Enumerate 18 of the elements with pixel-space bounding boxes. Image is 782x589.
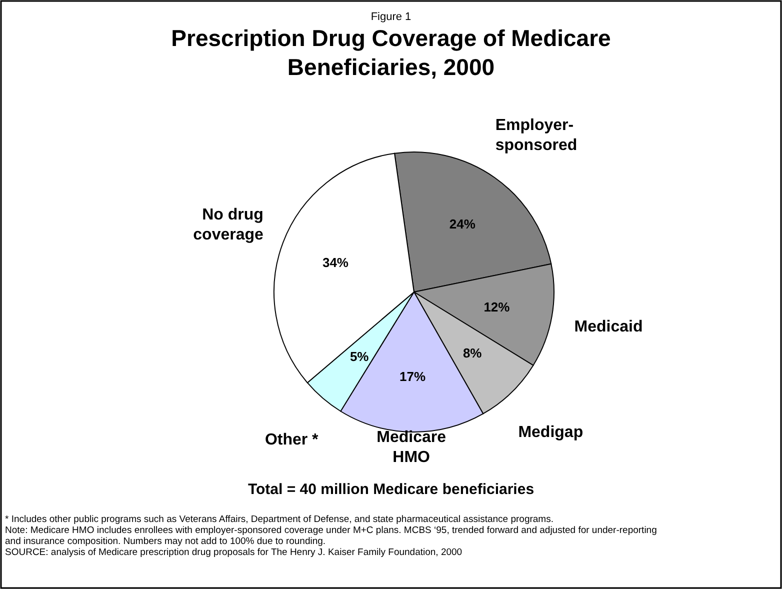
text: * Includes other public programs such as Veterans Affairs, Department of Defense, and state pharmaceutical assistance programs. xyxy=(5,514,554,525)
slice-label: Medicare HMO xyxy=(376,428,446,466)
text: Total = 40 million Medicare beneficiaries xyxy=(248,481,534,498)
slice-label: Medicaid xyxy=(574,318,643,336)
data-label: 17% xyxy=(400,368,426,384)
slice-label: Medigap xyxy=(518,424,584,441)
slice-label: Other * xyxy=(264,432,320,449)
source-note: SOURCE: analysis of Medicare prescription drug proposals for The Henry J. Kaiser Family Foundation, 2000 xyxy=(5,547,462,558)
slice-label: Employer-sponsored xyxy=(495,117,578,154)
chart-subtitle: Figure 1 xyxy=(370,11,412,23)
data-label: 8% xyxy=(462,345,482,360)
slice-label: No drug coverage xyxy=(193,206,264,244)
chart-title: Prescription Drug Coverage of Medicare Beneficiaries, 2000 xyxy=(171,25,611,80)
data-label: 24% xyxy=(449,216,476,232)
data-label: 5% xyxy=(350,348,370,364)
data-label: 34% xyxy=(322,255,349,270)
text: Note: Medicare HMO includes enrollees with employer-sponsored coverage under M+C plans. MCBS ‘95, trended forward and adjusted for under-reporting and insurance composition. Numbers may not add to 100% due to rounding. xyxy=(5,525,657,547)
data-label: 12% xyxy=(484,300,510,315)
